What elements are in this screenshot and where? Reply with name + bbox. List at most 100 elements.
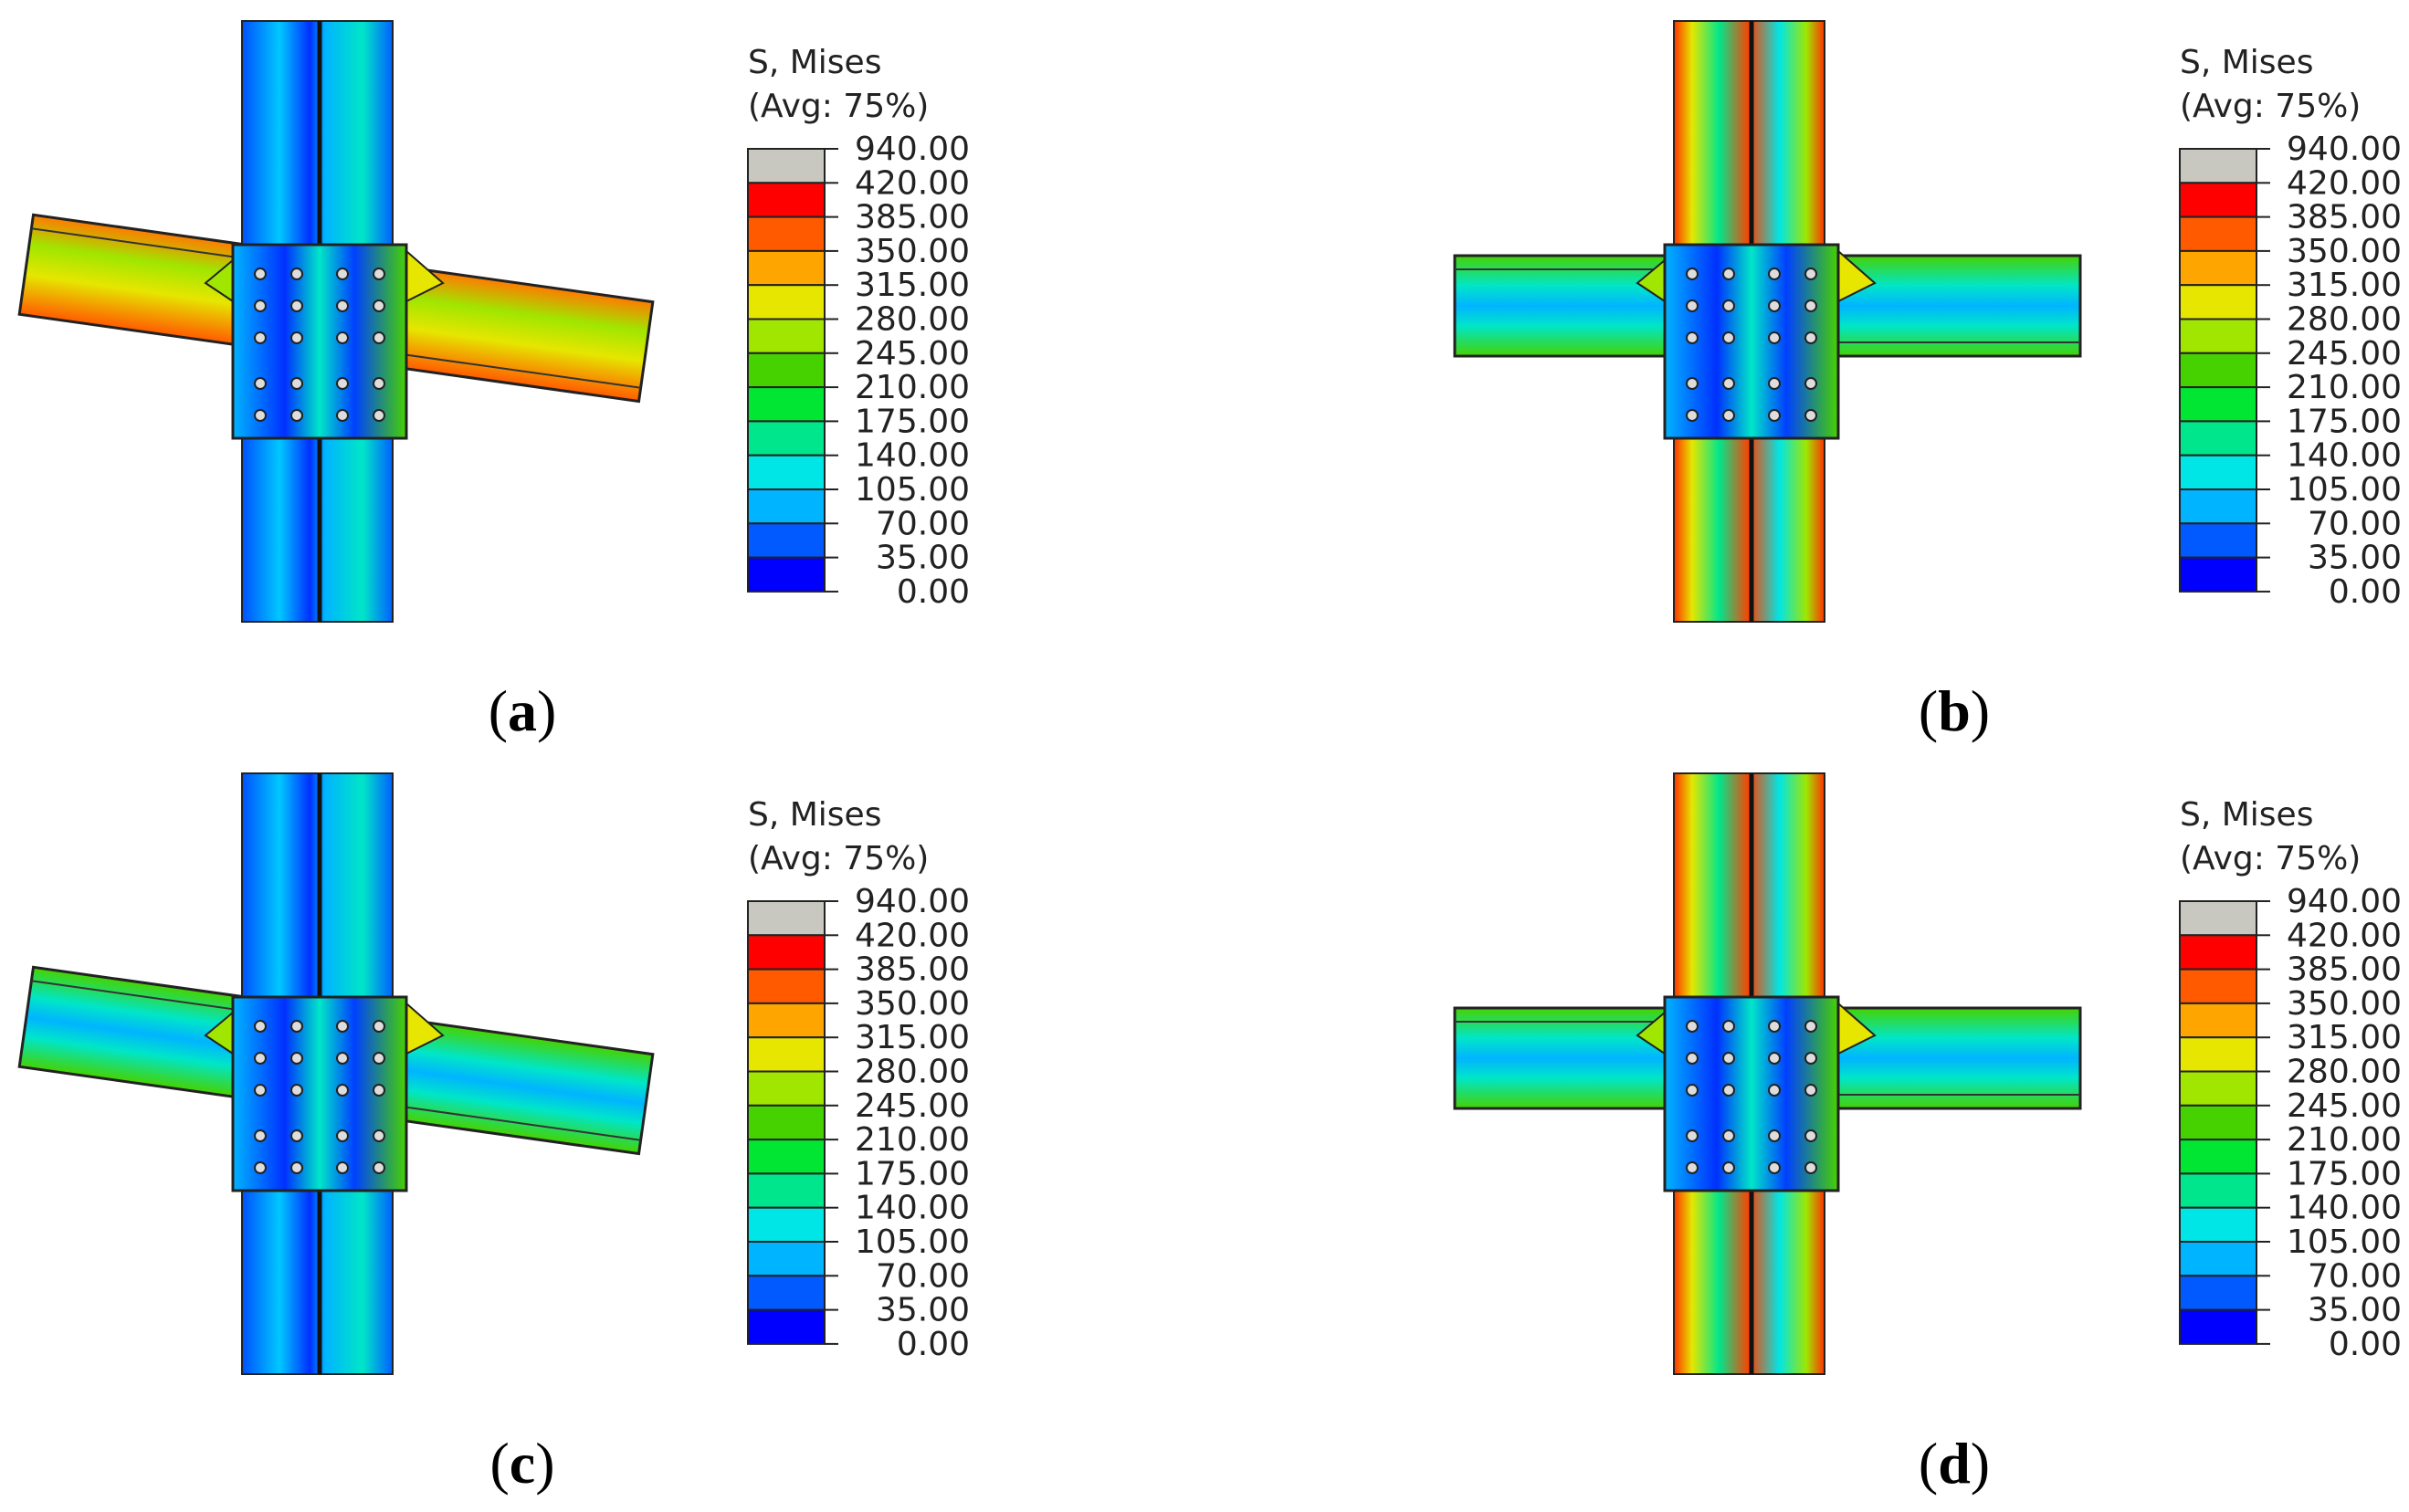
legend-label: 245.00 bbox=[2287, 335, 2402, 373]
legend-swatch bbox=[747, 454, 826, 491]
bolt bbox=[1768, 377, 1781, 390]
legend-swatch bbox=[2179, 249, 2257, 287]
caption-part: ) bbox=[537, 678, 556, 743]
legend-label: 105.00 bbox=[855, 471, 970, 509]
legend-subtitle: (Avg: 75%) bbox=[748, 840, 929, 877]
caption-part: ) bbox=[1971, 1431, 1990, 1496]
bolt bbox=[254, 1129, 267, 1142]
legend-label: 940.00 bbox=[855, 883, 970, 920]
legend-label: 385.00 bbox=[855, 199, 970, 236]
bolt bbox=[1804, 1129, 1817, 1142]
bolt bbox=[254, 377, 267, 390]
bolt bbox=[1804, 299, 1817, 312]
bolt bbox=[373, 1161, 385, 1174]
legend-swatch bbox=[2179, 318, 2257, 354]
legend-label: 70.00 bbox=[876, 505, 970, 542]
panel: S, Mises (Avg: 75%) 940.00420.00385.00350.… bbox=[17, 772, 970, 1496]
legend-label: 210.00 bbox=[855, 1121, 970, 1159]
legend-swatch bbox=[747, 1070, 826, 1107]
bolt bbox=[1804, 268, 1817, 280]
legend-label: 385.00 bbox=[2287, 199, 2402, 236]
legend-label: 35.00 bbox=[876, 540, 970, 577]
bolt bbox=[1768, 268, 1781, 280]
bolt bbox=[373, 1129, 385, 1142]
legend-swatch bbox=[747, 386, 826, 423]
bolt bbox=[254, 1020, 267, 1033]
legend-label: 210.00 bbox=[2287, 1121, 2402, 1159]
beams bbox=[17, 213, 655, 404]
bolt bbox=[336, 331, 349, 344]
bolt bbox=[1686, 409, 1699, 422]
legend-label: 105.00 bbox=[2287, 471, 2402, 509]
legend-label: 280.00 bbox=[2287, 1054, 2402, 1091]
bolt bbox=[1722, 268, 1735, 280]
flange-line bbox=[31, 227, 258, 261]
legend: S, Mises (Avg: 75%) 940.00420.00385.00350.… bbox=[2179, 44, 2402, 611]
legend-swatch bbox=[747, 1036, 826, 1073]
legend: S, Mises (Avg: 75%) 940.00420.00385.00350.… bbox=[747, 796, 970, 1363]
bolt bbox=[336, 299, 349, 312]
bolt bbox=[1804, 377, 1817, 390]
legend-label: 315.00 bbox=[2287, 1019, 2402, 1056]
legend-swatch bbox=[2179, 1070, 2257, 1107]
bolt bbox=[1804, 1052, 1817, 1065]
caption-part: ( bbox=[489, 678, 508, 743]
fe-model bbox=[17, 772, 655, 1375]
legend-swatch bbox=[2179, 454, 2257, 491]
bolt bbox=[1768, 331, 1781, 344]
bolt bbox=[1722, 1084, 1735, 1097]
bolt bbox=[290, 1020, 303, 1033]
legend-label: 175.00 bbox=[2287, 1155, 2402, 1192]
legend-swatch bbox=[2179, 1275, 2257, 1311]
legend-swatch bbox=[2179, 284, 2257, 320]
legend-swatch bbox=[747, 148, 826, 184]
bolt bbox=[1768, 1084, 1781, 1097]
bolt bbox=[290, 1084, 303, 1097]
legend-label: 420.00 bbox=[855, 164, 970, 202]
legend-swatch bbox=[747, 420, 826, 457]
legend-label: 940.00 bbox=[2287, 131, 2402, 168]
legend-swatch bbox=[2179, 1308, 2257, 1345]
bolt bbox=[1686, 1084, 1699, 1097]
bolt bbox=[1686, 1161, 1699, 1174]
legend-swatch bbox=[747, 488, 826, 525]
bolt bbox=[1768, 1052, 1781, 1065]
bolt bbox=[1804, 331, 1817, 344]
bolt bbox=[1686, 1020, 1699, 1033]
legend-label: 140.00 bbox=[855, 437, 970, 475]
legend-swatch bbox=[747, 556, 826, 593]
legend-label: 210.00 bbox=[2287, 369, 2402, 406]
bolt bbox=[1722, 377, 1735, 390]
legend: S, Mises (Avg: 75%) 940.00420.00385.00350.… bbox=[747, 44, 970, 611]
bolt bbox=[1722, 1020, 1735, 1033]
bolt bbox=[1768, 1161, 1781, 1174]
panel: S, Mises (Avg: 75%) 940.00420.00385.00350.… bbox=[17, 20, 970, 743]
beams bbox=[1453, 1006, 2082, 1110]
legend-label: 420.00 bbox=[855, 917, 970, 954]
legend-label: 0.00 bbox=[2329, 1326, 2402, 1363]
legend-label: 385.00 bbox=[2287, 951, 2402, 989]
bolt bbox=[1722, 331, 1735, 344]
bolt bbox=[1686, 1052, 1699, 1065]
legend-swatch bbox=[747, 1308, 826, 1345]
bolt bbox=[336, 1129, 349, 1142]
flange-line bbox=[378, 350, 641, 389]
bolt bbox=[290, 377, 303, 390]
legend-swatch bbox=[2179, 1241, 2257, 1277]
legend-label: 385.00 bbox=[855, 951, 970, 989]
legend-swatch bbox=[2179, 522, 2257, 559]
legend-label: 175.00 bbox=[855, 1155, 970, 1192]
bolt bbox=[373, 1084, 385, 1097]
bolt bbox=[254, 268, 267, 280]
legend-swatch bbox=[2179, 556, 2257, 593]
legend-swatch bbox=[2179, 215, 2257, 252]
legend-swatch bbox=[747, 1002, 826, 1039]
legend-swatch bbox=[2179, 1002, 2257, 1039]
legend-swatch bbox=[747, 522, 826, 559]
bolt bbox=[1722, 409, 1735, 422]
legend-swatch bbox=[2179, 386, 2257, 423]
legend-swatch bbox=[2179, 1139, 2257, 1175]
legend-label: 70.00 bbox=[2308, 505, 2402, 542]
legend-swatch bbox=[747, 1275, 826, 1311]
legend-swatch bbox=[2179, 1036, 2257, 1073]
